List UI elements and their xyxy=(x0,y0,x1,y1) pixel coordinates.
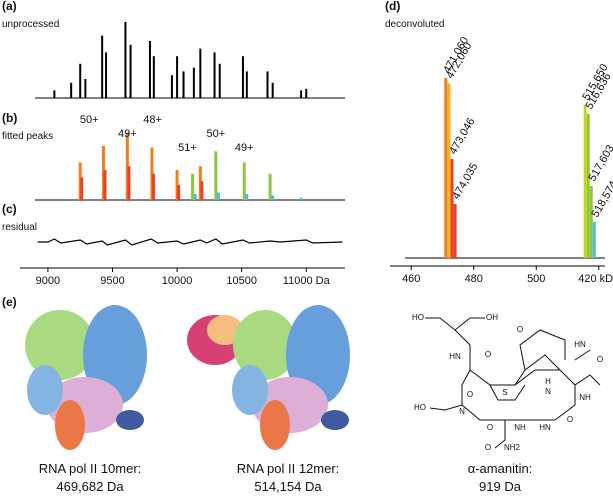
atom: HN xyxy=(449,352,461,361)
atom: HN xyxy=(574,340,586,349)
x-tick-label: 10500 xyxy=(226,275,257,287)
panel-label: (d) xyxy=(385,0,400,13)
panel-subtitle: unprocessed xyxy=(2,19,59,30)
annotation: 51+ xyxy=(178,142,197,154)
panel-label: (c) xyxy=(2,202,17,216)
caption: 919 Da xyxy=(479,479,522,494)
atom: N xyxy=(545,387,551,396)
x-tick-label: 420 kDa xyxy=(578,273,613,285)
panel-label: (b) xyxy=(2,111,17,125)
atom: H xyxy=(545,377,551,386)
annotation: 49+ xyxy=(118,128,137,140)
caption: RNA pol II 12mer: xyxy=(237,461,340,476)
mass-label: 474,035 xyxy=(450,161,480,201)
caption: 469,682 Da xyxy=(56,479,124,494)
residual-line xyxy=(37,238,343,246)
caption: α-amanitin: xyxy=(468,461,533,476)
mass-label: 473,046 xyxy=(447,116,477,156)
amanitin-structure xyxy=(425,317,601,449)
panel-label: (a) xyxy=(2,0,17,13)
annotation: 50+ xyxy=(206,128,225,140)
x-tick-label: 460 xyxy=(402,273,420,285)
caption: RNA pol II 10mer: xyxy=(39,461,142,476)
annotation: 49+ xyxy=(235,142,254,154)
x-tick-label: 9500 xyxy=(100,275,124,287)
atom: O xyxy=(487,423,493,432)
atom: HO xyxy=(412,313,424,322)
atom: OH xyxy=(486,313,498,322)
atom: O xyxy=(567,415,573,424)
atom: NH xyxy=(579,393,591,402)
annotation: 50+ xyxy=(80,114,99,126)
panel-subtitle: fitted peaks xyxy=(2,131,53,142)
mass-label: 517,603 xyxy=(586,143,613,183)
x-tick-label: 9000 xyxy=(36,275,60,287)
x-tick-label: 480 xyxy=(465,273,483,285)
protein-12mer xyxy=(187,305,350,450)
annotation: 48+ xyxy=(143,114,162,126)
panel-label: (e) xyxy=(2,295,17,309)
amanitin-atoms: HO OH O HN O H N O HN NH O HO N S O NH H… xyxy=(412,313,603,452)
x-tick-label: 10000 xyxy=(162,275,193,287)
x-tick-label: 11000 Da xyxy=(283,275,331,287)
panel-subtitle: deconvoluted xyxy=(385,19,445,30)
atom: O xyxy=(485,443,491,452)
atom: HO xyxy=(414,403,426,412)
panel-subtitle: residual xyxy=(2,222,37,233)
x-tick-label: 500 xyxy=(527,273,545,285)
atom: O xyxy=(467,390,473,399)
caption: 514,154 Da xyxy=(254,479,322,494)
atom: S xyxy=(502,388,507,397)
protein-10mer xyxy=(25,305,147,450)
atom: HN xyxy=(539,423,551,432)
atom: N xyxy=(459,407,465,416)
atom: NH xyxy=(514,423,526,432)
mass-label: 518,574 xyxy=(589,179,613,219)
atom: NH2 xyxy=(504,443,521,452)
atom: O xyxy=(517,325,523,334)
atom: O xyxy=(485,350,491,359)
atom: O xyxy=(597,355,603,364)
